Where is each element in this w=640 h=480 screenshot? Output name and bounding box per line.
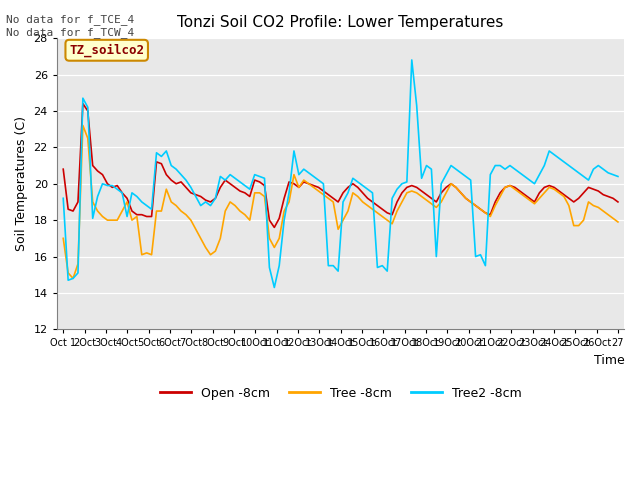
- Open -8cm: [128, 208, 136, 214]
- Open -8cm: [221, 177, 229, 183]
- Y-axis label: Soil Temperatures (C): Soil Temperatures (C): [15, 116, 28, 251]
- Open -8cm: [271, 225, 278, 230]
- Tree2 -8cm: [212, 195, 220, 201]
- Open -8cm: [428, 195, 435, 201]
- Tree2 -8cm: [60, 195, 67, 201]
- Tree2 -8cm: [492, 163, 499, 168]
- Tree -8cm: [227, 199, 234, 205]
- Line: Tree -8cm: Tree -8cm: [63, 125, 618, 278]
- Tree -8cm: [60, 236, 67, 241]
- Tree2 -8cm: [124, 214, 131, 219]
- Tree -8cm: [428, 201, 435, 207]
- Text: TZ_soilco2: TZ_soilco2: [69, 44, 144, 57]
- Tree -8cm: [133, 214, 141, 219]
- Legend: Open -8cm, Tree -8cm, Tree2 -8cm: Open -8cm, Tree -8cm, Tree2 -8cm: [155, 382, 527, 405]
- Tree -8cm: [614, 219, 622, 225]
- Open -8cm: [285, 179, 293, 185]
- Line: Tree2 -8cm: Tree2 -8cm: [63, 60, 618, 288]
- Tree2 -8cm: [216, 174, 224, 180]
- Tree -8cm: [79, 122, 86, 128]
- Open -8cm: [614, 199, 622, 205]
- Open -8cm: [60, 166, 67, 172]
- X-axis label: Time: Time: [593, 354, 625, 367]
- Open -8cm: [79, 101, 86, 107]
- Title: Tonzi Soil CO2 Profile: Lower Temperatures: Tonzi Soil CO2 Profile: Lower Temperatur…: [177, 15, 504, 30]
- Tree -8cm: [492, 203, 499, 208]
- Line: Open -8cm: Open -8cm: [63, 104, 618, 228]
- Text: No data for f_TCE_4
No data for f_TCW_4: No data for f_TCE_4 No data for f_TCW_4: [6, 14, 134, 38]
- Tree2 -8cm: [428, 166, 435, 172]
- Tree -8cm: [285, 199, 293, 205]
- Tree -8cm: [221, 208, 229, 214]
- Tree2 -8cm: [280, 217, 288, 223]
- Tree2 -8cm: [271, 285, 278, 290]
- Tree -8cm: [69, 276, 77, 281]
- Tree2 -8cm: [614, 174, 622, 180]
- Tree2 -8cm: [408, 57, 415, 63]
- Open -8cm: [492, 199, 499, 205]
- Open -8cm: [216, 184, 224, 190]
